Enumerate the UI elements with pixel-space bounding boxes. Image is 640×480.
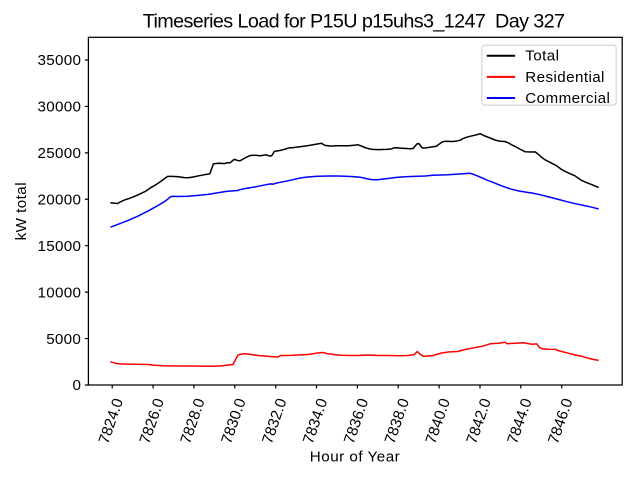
svg-text:Residential: Residential [525, 69, 605, 86]
svg-text:Commercial: Commercial [525, 90, 610, 107]
svg-text:5000: 5000 [46, 331, 81, 348]
svg-text:20000: 20000 [37, 191, 81, 208]
svg-text:10000: 10000 [37, 284, 81, 301]
svg-text:35000: 35000 [37, 52, 81, 69]
svg-text:15000: 15000 [37, 238, 81, 255]
svg-text:30000: 30000 [37, 99, 81, 116]
svg-text:Hour of Year: Hour of Year [310, 449, 400, 466]
svg-text:Total: Total [525, 48, 559, 65]
svg-text:25000: 25000 [37, 145, 81, 162]
svg-text:Timeseries Load for P15U p15uh: Timeseries Load for P15U p15uhs3_1247 Da… [143, 11, 565, 33]
svg-text:0: 0 [72, 377, 81, 394]
svg-text:kW total: kW total [13, 182, 30, 240]
